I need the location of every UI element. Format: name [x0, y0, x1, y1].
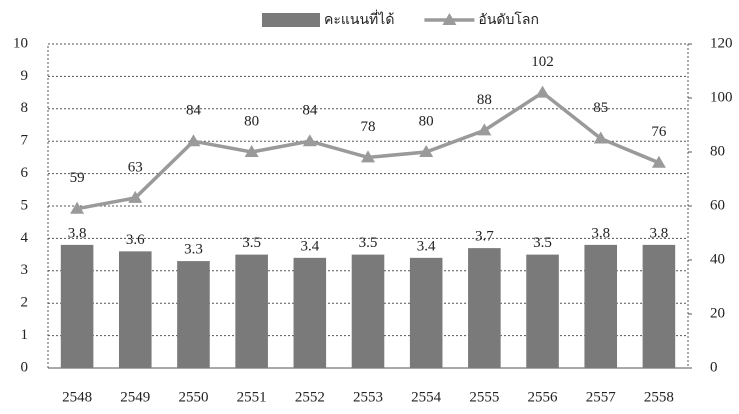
y2-tick-label: 0 — [710, 359, 718, 375]
legend-label: อันดับโลก — [478, 11, 539, 28]
y-tick-label: 2 — [21, 295, 29, 311]
bar — [293, 257, 327, 368]
bar-label: 3.3 — [184, 242, 203, 258]
bar — [526, 254, 559, 368]
x-tick-label: 2555 — [469, 389, 499, 405]
line-marker — [186, 134, 201, 147]
bar-label: 3.8 — [68, 225, 87, 241]
x-tick-label: 2558 — [644, 389, 674, 405]
x-tick-label: 2556 — [528, 389, 559, 405]
bar-label: 3.4 — [300, 238, 319, 254]
line-marker — [535, 85, 550, 98]
x-tick-label: 2554 — [411, 389, 442, 405]
line-label: 102 — [531, 54, 554, 70]
line-marker — [651, 155, 666, 168]
bar — [642, 244, 676, 368]
y2-tick-label: 20 — [710, 305, 725, 321]
y-tick-label: 7 — [21, 133, 29, 149]
bar — [118, 251, 152, 368]
bar-label: 3.5 — [242, 235, 261, 251]
y-tick-label: 3 — [21, 262, 29, 278]
y2-tick-label: 100 — [710, 89, 733, 105]
bar-label: 3.5 — [359, 235, 378, 251]
line-label: 85 — [593, 100, 608, 116]
line-label: 88 — [477, 92, 492, 108]
x-tick-label: 2548 — [62, 389, 92, 405]
bar-label: 3.6 — [126, 232, 145, 248]
line-label: 84 — [302, 103, 318, 119]
y2-tick-label: 40 — [710, 251, 725, 267]
line-marker — [419, 145, 434, 157]
bar — [177, 261, 210, 368]
bar-label: 3.8 — [650, 225, 669, 241]
line-label: 80 — [419, 113, 434, 129]
y2-tick-label: 80 — [710, 143, 725, 159]
bar-label: 3.7 — [475, 229, 494, 245]
line-marker — [302, 134, 317, 147]
y-tick-label: 5 — [21, 197, 29, 213]
x-tick-label: 2553 — [353, 389, 383, 405]
legend-swatch — [262, 13, 320, 27]
x-tick-label: 2551 — [237, 389, 267, 405]
line-marker — [128, 190, 143, 203]
y-tick-label: 10 — [13, 35, 28, 51]
bar — [235, 254, 268, 368]
line-label: 78 — [361, 119, 376, 135]
y-tick-label: 9 — [21, 68, 29, 84]
line-marker — [593, 131, 608, 144]
bar-label: 3.5 — [533, 235, 552, 251]
y-tick-label: 0 — [21, 359, 29, 375]
x-tick-label: 2549 — [120, 389, 150, 405]
y-tick-label: 6 — [21, 165, 29, 181]
line-marker — [361, 150, 375, 163]
legend-label: คะแนนที่ได้ — [324, 10, 394, 28]
bar — [409, 257, 443, 368]
y-tick-label: 1 — [21, 327, 29, 343]
line-label: 84 — [186, 103, 202, 119]
y2-tick-label: 120 — [710, 35, 733, 51]
bar-label: 3.4 — [417, 238, 436, 254]
y2-tick-label: 60 — [710, 197, 725, 213]
bar — [60, 244, 94, 368]
x-tick-label: 2552 — [295, 389, 325, 405]
line-label: 76 — [651, 124, 667, 140]
line-marker — [244, 145, 259, 157]
y-tick-label: 4 — [21, 230, 29, 246]
bar — [584, 244, 618, 368]
line-marker — [70, 201, 85, 214]
bar — [468, 248, 501, 368]
bar — [351, 254, 385, 368]
y-tick-label: 8 — [21, 100, 29, 116]
legend-marker — [442, 13, 457, 25]
bar-label: 3.8 — [591, 225, 610, 241]
line-label: 63 — [128, 159, 143, 175]
line-marker — [477, 123, 492, 136]
line-label: 80 — [244, 113, 259, 129]
line-label: 59 — [70, 170, 85, 186]
x-tick-label: 2557 — [586, 389, 617, 405]
x-tick-label: 2550 — [178, 389, 208, 405]
